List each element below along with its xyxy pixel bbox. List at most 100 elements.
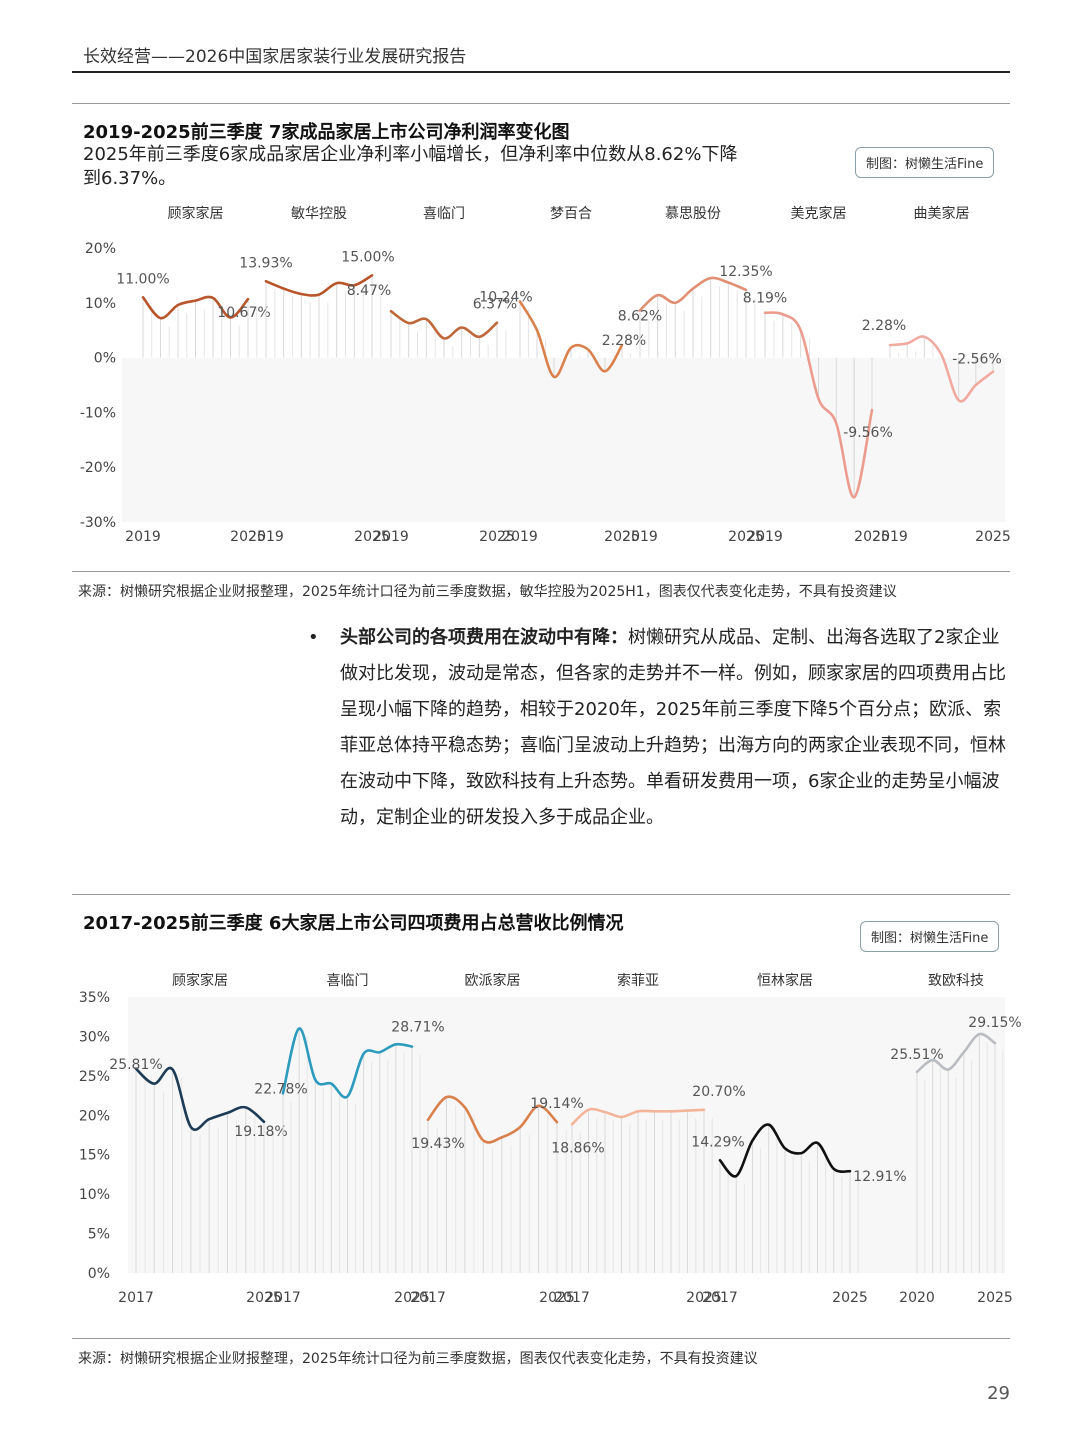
chart2-badge: 制图：树懒生活Fine (860, 921, 1000, 952)
series-line (426, 1095, 559, 1144)
x-tick-label: 2019 (373, 529, 409, 545)
report-header: 长效经营——2026中国家居家装行业发展研究报告 (83, 47, 467, 67)
series-name: 美克家居 (791, 205, 847, 222)
x-tick-label: 2017 (265, 1290, 301, 1306)
bullet-dot: • (308, 627, 319, 648)
data-label: 28.71% (391, 1020, 444, 1036)
x-tick-label: 2019 (502, 529, 538, 545)
series-line (134, 1066, 266, 1131)
series-line (264, 274, 374, 297)
chart1-subtitle: 2025年前三季度6家成品家居企业净利率小幅增长，但净利率中位数从8.62%下降… (83, 144, 738, 189)
header-rule (72, 71, 1010, 73)
x-tick-label: 2019 (872, 529, 908, 545)
data-label: 11.00% (116, 271, 169, 287)
x-tick-label: 2025 (539, 1290, 575, 1306)
chart2-source: 来源：树懒研究根据企业财报整理，2025年统计口径为前三季度数据，图表仅代表变化… (78, 1351, 758, 1367)
series-name: 致欧科技 (928, 973, 984, 989)
x-tick-label: 2025 (975, 529, 1011, 545)
series-name: 曲美家居 (914, 205, 970, 222)
y-tick-label: -20% (80, 460, 116, 476)
y-tick-label: -30% (80, 515, 116, 531)
x-tick-label: 2019 (747, 529, 783, 545)
x-tick-label: 2025 (479, 529, 515, 545)
x-tick-label: 2025 (394, 1290, 430, 1306)
data-label: 19.14% (530, 1096, 583, 1112)
data-label: 20.70% (692, 1084, 745, 1100)
bullet-head: 头部公司的各项费用在波动中有降： (340, 627, 628, 648)
x-tick-label: 2025 (604, 529, 640, 545)
data-label: 6.37% (473, 297, 517, 313)
section-rule-bottom-1 (72, 571, 1010, 572)
data-label: 10.24% (479, 289, 532, 305)
y-tick-label: 20% (85, 241, 116, 257)
section-rule-bottom-2 (72, 1338, 1010, 1339)
x-tick-label: 2017 (554, 1290, 590, 1306)
x-tick-label: 2020 (899, 1290, 935, 1306)
bullet-text: 头部公司的各项费用在波动中有降：树懒研究从成品、定制、出海各选取了2家企业做对比… (340, 620, 1008, 836)
y-tick-label: 30% (79, 1029, 110, 1045)
x-tick-label: 2019 (125, 529, 161, 545)
x-tick-label: 2025 (832, 1290, 868, 1306)
page-number: 29 (987, 1383, 1010, 1404)
data-label: 8.19% (743, 291, 787, 307)
series-line (281, 1027, 414, 1099)
data-label: 14.29% (691, 1134, 744, 1150)
series-name: 顾家家居 (172, 972, 228, 989)
bullet-body: 树懒研究从成品、定制、出海各选取了2家企业做对比发现，波动是常态，但各家的走势并… (340, 627, 1006, 828)
series-line (915, 1032, 997, 1074)
series-line (638, 276, 748, 312)
x-tick-label: 2025 (230, 529, 266, 545)
data-label: 19.43% (411, 1136, 464, 1152)
data-label: 10.67% (217, 305, 270, 321)
y-tick-label: 10% (85, 296, 116, 312)
chart1-svg: 20% 10% 0% -10% -20% -30% 顾家家居 11.00% 10.67% 2019… (80, 205, 1011, 545)
x-tick-label: 2019 (248, 529, 284, 545)
series-line (718, 1123, 852, 1178)
series-name: 顾家家居 (168, 205, 224, 222)
series-name: 梦百合 (550, 206, 592, 222)
x-tick-label: 2017 (410, 1290, 446, 1306)
data-label: -9.56% (843, 425, 893, 441)
x-tick-label: 2025 (246, 1290, 282, 1306)
x-tick-label: 2025 (854, 529, 890, 545)
bullet-paragraph: • 头部公司的各项费用在波动中有降：树懒研究从成品、定制、出海各选取了2家企业做… (308, 620, 1008, 836)
data-label: 8.62% (618, 308, 662, 324)
series-name: 敏华控股 (291, 206, 347, 222)
data-label: 13.93% (239, 255, 292, 271)
y-tick-label: 5% (88, 1227, 110, 1243)
data-label: 18.86% (551, 1140, 604, 1156)
x-tick-label: 2025 (354, 529, 390, 545)
y-tick-label: 0% (88, 1266, 110, 1282)
series-line (570, 1107, 706, 1126)
plot-background (122, 358, 1005, 522)
chart1-source: 来源：树懒研究根据企业财报整理，2025年统计口径为前三季度数据，敏华控股为20… (78, 584, 897, 600)
y-tick-label: 35% (79, 990, 110, 1006)
series-line (888, 335, 995, 403)
y-tick-label: 15% (79, 1148, 110, 1164)
series-line (518, 300, 624, 379)
section-rule-top-1 (72, 103, 1010, 104)
x-tick-label: 2019 (622, 529, 658, 545)
series-name: 喜临门 (327, 973, 369, 989)
data-label: 2.28% (862, 318, 906, 334)
series-name: 欧派家居 (465, 972, 521, 989)
series-name: 恒林家居 (757, 972, 813, 989)
x-tick-label: 2017 (118, 1290, 154, 1306)
data-label: 2.28% (602, 333, 646, 349)
chart2-title: 2017-2025前三季度 6大家居上市公司四项费用占总营收比例情况 (83, 913, 624, 934)
data-label: 8.47% (347, 283, 391, 299)
data-label: 25.81% (109, 1057, 162, 1073)
data-label: 12.91% (853, 1169, 906, 1185)
data-label: 15.00% (341, 249, 394, 265)
series-line (389, 309, 499, 340)
data-label: 12.35% (719, 264, 772, 280)
y-tick-label: 0% (94, 351, 116, 367)
chart2-svg: 35% 30% 25% 20% 15% 10% 5% 0% 顾家家居 25.81% 19.18% 20… (79, 972, 1022, 1306)
data-label: 29.15% (968, 1015, 1021, 1031)
series-line (763, 311, 874, 499)
data-label: 19.18% (234, 1124, 287, 1140)
data-label: 25.51% (890, 1047, 943, 1063)
y-tick-label: -10% (80, 405, 116, 421)
section-rule-top-2 (72, 894, 1010, 895)
series-name: 索菲亚 (617, 972, 659, 989)
